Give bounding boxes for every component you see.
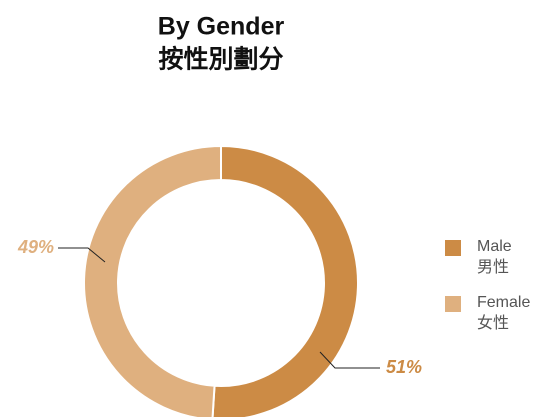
leader-line xyxy=(319,351,380,369)
legend-label: Male xyxy=(477,238,512,255)
legend-label: Female xyxy=(477,294,530,311)
legend-swatch xyxy=(445,240,461,256)
leader-line xyxy=(58,247,106,263)
legend-swatch xyxy=(445,296,461,312)
donut-segment xyxy=(83,144,222,417)
donut-segment xyxy=(211,144,359,417)
value-label: 49% xyxy=(17,237,54,257)
legend-label-zh: 男性 xyxy=(477,258,509,276)
value-label: 51% xyxy=(386,357,422,377)
chart-subtitle: 按性別劃分 xyxy=(158,45,283,74)
chart-title: By Gender xyxy=(158,13,285,41)
legend-label-zh: 女性 xyxy=(477,313,509,332)
